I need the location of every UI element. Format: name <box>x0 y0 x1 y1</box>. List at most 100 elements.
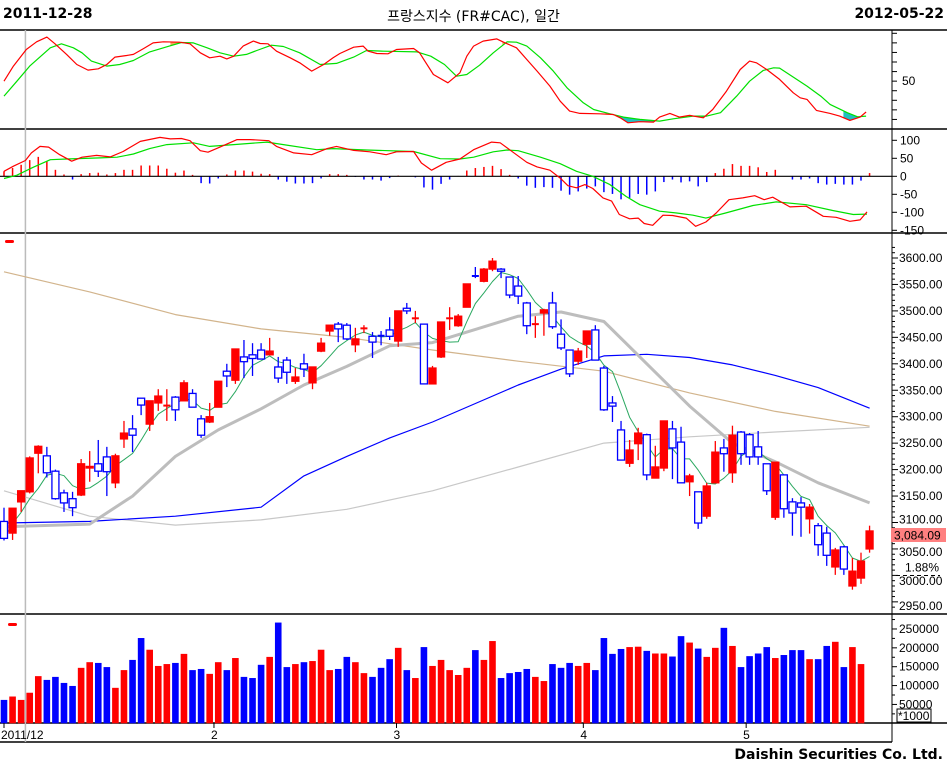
candlestick <box>676 426 686 484</box>
candle-body <box>299 363 309 370</box>
candlestick <box>42 446 51 478</box>
candle-body <box>291 376 300 382</box>
volume-bar <box>352 662 359 724</box>
price-y-label: 3450.00 <box>899 330 943 344</box>
candle-body <box>145 400 154 425</box>
candlestick <box>136 397 146 416</box>
candlestick <box>488 258 497 272</box>
price-y-label: 3050.00 <box>899 545 943 559</box>
candlestick <box>188 389 197 408</box>
volume-bar <box>497 678 505 724</box>
volume-unit-box <box>896 708 932 723</box>
candlestick <box>25 456 34 494</box>
price-y-label: 3600.00 <box>899 251 943 265</box>
candle-body <box>94 463 103 472</box>
candle-body <box>25 457 34 493</box>
volume-bar <box>600 638 608 724</box>
candlestick <box>419 323 429 385</box>
volume-bar <box>660 653 668 724</box>
volume-bar <box>849 647 856 724</box>
current-price-tag <box>891 528 946 542</box>
volume-bar <box>26 692 34 724</box>
volume-bar <box>737 667 745 724</box>
x-axis-label: 4 <box>580 728 587 742</box>
candle-body <box>582 330 591 345</box>
candle-body <box>214 380 223 408</box>
candle-body <box>351 338 360 346</box>
candle-body <box>402 307 411 312</box>
volume-bar <box>806 659 813 724</box>
candlestick <box>394 310 403 347</box>
candle-body <box>719 447 729 455</box>
candlestick <box>582 330 591 358</box>
macd-y-label: -100 <box>900 205 924 219</box>
candlestick <box>411 310 419 324</box>
candlestick <box>471 266 479 279</box>
candlestick <box>779 474 789 518</box>
candlestick <box>839 545 849 575</box>
volume-bar <box>69 685 76 724</box>
legend-marker-icon <box>8 623 17 626</box>
volume-bar <box>377 667 385 724</box>
candlestick <box>711 441 720 484</box>
candle-body <box>308 366 317 384</box>
ma20-line <box>3 310 871 529</box>
candlestick <box>351 327 360 353</box>
price-panel <box>0 240 874 590</box>
candlestick <box>59 489 69 512</box>
candle-body <box>179 382 189 402</box>
candlestick <box>805 503 814 534</box>
candle-body <box>248 354 257 360</box>
candlestick <box>865 525 874 553</box>
candlestick <box>8 507 17 540</box>
volume-bar <box>754 653 762 724</box>
volume-bar <box>823 645 831 724</box>
candlestick <box>796 497 806 537</box>
candle-body <box>111 455 120 484</box>
volume-bar <box>540 681 548 724</box>
candle-body <box>428 367 437 385</box>
volume-bar <box>763 647 771 724</box>
candlestick <box>462 283 471 308</box>
candle-body <box>256 349 266 360</box>
volume-y-label: 200000 <box>899 641 939 655</box>
candle-body <box>154 395 163 404</box>
candle-body <box>102 456 111 473</box>
candle-body <box>514 285 523 297</box>
volume-bar <box>686 642 693 724</box>
stochastic-panel <box>3 36 867 124</box>
candlestick <box>856 552 866 584</box>
candlestick <box>171 396 180 421</box>
volume-bar <box>634 646 642 724</box>
volume-bar <box>412 678 419 724</box>
price-y-label: 3500.00 <box>899 304 943 318</box>
volume-bar <box>197 668 205 724</box>
volume-bar <box>43 679 51 724</box>
candle-body <box>668 428 677 449</box>
volume-bar <box>797 650 805 724</box>
volume-bar <box>626 647 633 724</box>
candlestick <box>239 339 249 379</box>
candle-body <box>608 402 617 407</box>
macd-y-label: -50 <box>900 187 918 201</box>
volume-bar <box>574 665 582 724</box>
stoch-k-line <box>3 36 867 124</box>
ma60-line <box>3 353 870 524</box>
volume-bar <box>429 665 436 724</box>
volume-bar <box>437 659 445 724</box>
x-axis-label: 5 <box>743 728 750 742</box>
candle-body <box>702 485 711 517</box>
price-y-label: 3200.00 <box>899 463 943 477</box>
volume-bar <box>369 676 376 724</box>
volume-bar <box>266 656 273 724</box>
change-percent-label: 1.88% <box>905 561 939 575</box>
volume-bar <box>386 659 393 724</box>
axes: 50 100 50 0 -50 -100 -150 3600.00 3550.00 3500.00… <box>1 32 946 742</box>
candlestick <box>719 438 729 472</box>
volume-bar <box>292 664 299 724</box>
candle-body <box>651 466 660 479</box>
candle-body <box>282 359 291 373</box>
candle-body <box>822 532 831 556</box>
volume-bar <box>189 670 196 724</box>
